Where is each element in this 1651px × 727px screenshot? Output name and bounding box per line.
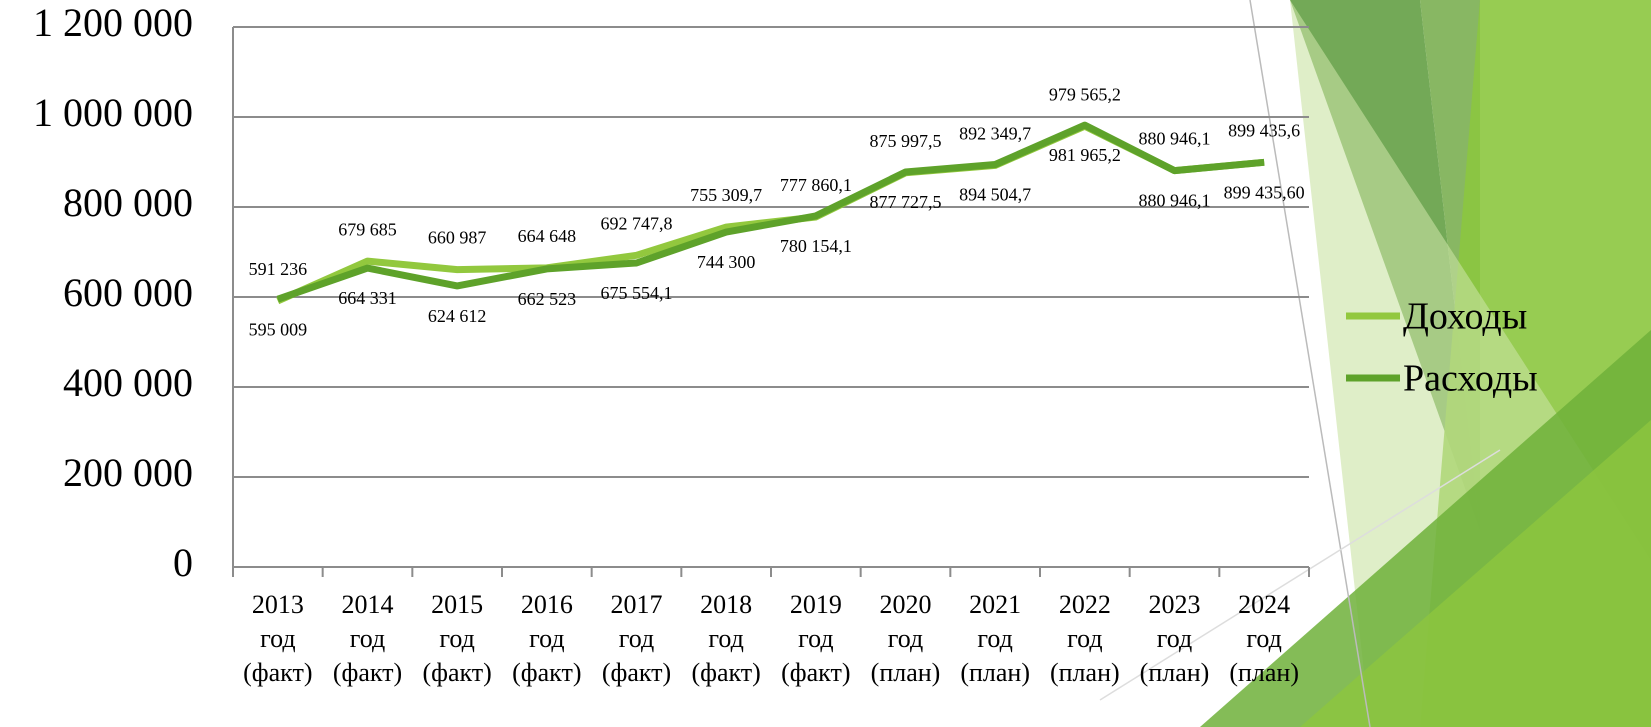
- x-tick-label: 2019 год (факт): [771, 588, 861, 690]
- data-label: 664 331: [338, 288, 397, 308]
- x-tick-label: 2024 год (план): [1219, 588, 1309, 690]
- data-label: 979 565,2: [1049, 84, 1121, 104]
- data-label: 692 747,8: [601, 213, 673, 233]
- data-label: 981 965,2: [1049, 145, 1121, 165]
- x-tick-label: 2021 год (план): [950, 588, 1040, 690]
- x-tick-label: 2022 год (план): [1040, 588, 1130, 690]
- legend-label: Доходы: [1403, 296, 1527, 338]
- data-label: 624 612: [428, 306, 487, 326]
- data-label: 875 997,5: [870, 131, 942, 151]
- y-tick-label: 200 000: [63, 450, 193, 495]
- data-label: 664 648: [518, 226, 577, 246]
- y-tick-label: 400 000: [63, 360, 193, 405]
- data-label: 880 946,1: [1139, 191, 1211, 211]
- x-tick-label: 2014 год (факт): [323, 588, 413, 690]
- data-label: 591 236: [249, 259, 308, 279]
- data-label: 679 685: [338, 219, 397, 239]
- data-label: 660 987: [428, 228, 487, 248]
- x-tick-label: 2023 год (план): [1130, 588, 1220, 690]
- data-label: 899 435,60: [1224, 182, 1305, 202]
- y-tick-label: 800 000: [63, 180, 193, 225]
- data-label: 899 435,6: [1228, 120, 1300, 140]
- x-tick-label: 2016 год (факт): [502, 588, 592, 690]
- data-label: 892 349,7: [959, 124, 1031, 144]
- y-tick-label: 600 000: [63, 270, 193, 315]
- data-label: 755 309,7: [690, 185, 762, 205]
- data-label: 894 504,7: [959, 185, 1031, 205]
- data-label: 877 727,5: [870, 192, 942, 212]
- data-label: 744 300: [697, 252, 756, 272]
- data-label: 880 946,1: [1139, 129, 1211, 149]
- y-tick-label: 0: [173, 540, 193, 585]
- data-label: 662 523: [518, 289, 577, 309]
- y-tick-label: 1 200 000: [33, 0, 193, 45]
- legend-label: Расходы: [1403, 358, 1538, 400]
- data-label: 777 860,1: [780, 175, 852, 195]
- data-label: 595 009: [249, 319, 308, 339]
- page: 0 200 000 400 000 600 000 800 000 1 000 000 1 …: [0, 0, 1651, 727]
- x-tick-label: 2020 год (план): [861, 588, 951, 690]
- y-tick-label: 1 000 000: [33, 90, 193, 135]
- x-tick-label: 2013 год (факт): [233, 588, 323, 690]
- data-label: 675 554,1: [601, 283, 673, 303]
- x-tick-label: 2018 год (факт): [681, 588, 771, 690]
- data-label: 780 154,1: [780, 236, 852, 256]
- x-tick-label: 2017 год (факт): [592, 588, 682, 690]
- x-tick-label: 2015 год (факт): [412, 588, 502, 690]
